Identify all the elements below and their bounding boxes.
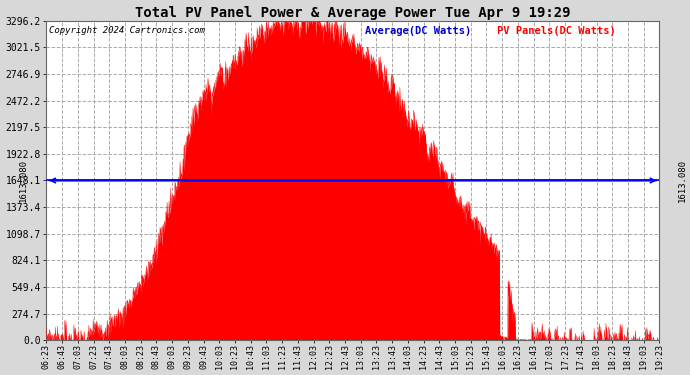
- Text: 1613.080: 1613.080: [19, 159, 28, 202]
- Text: Copyright 2024 Cartronics.com: Copyright 2024 Cartronics.com: [50, 26, 206, 34]
- Text: Average(DC Watts): Average(DC Watts): [365, 26, 471, 36]
- Title: Total PV Panel Power & Average Power Tue Apr 9 19:29: Total PV Panel Power & Average Power Tue…: [135, 6, 571, 20]
- Text: 1613.080: 1613.080: [678, 159, 687, 202]
- Text: PV Panels(DC Watts): PV Panels(DC Watts): [497, 26, 615, 36]
